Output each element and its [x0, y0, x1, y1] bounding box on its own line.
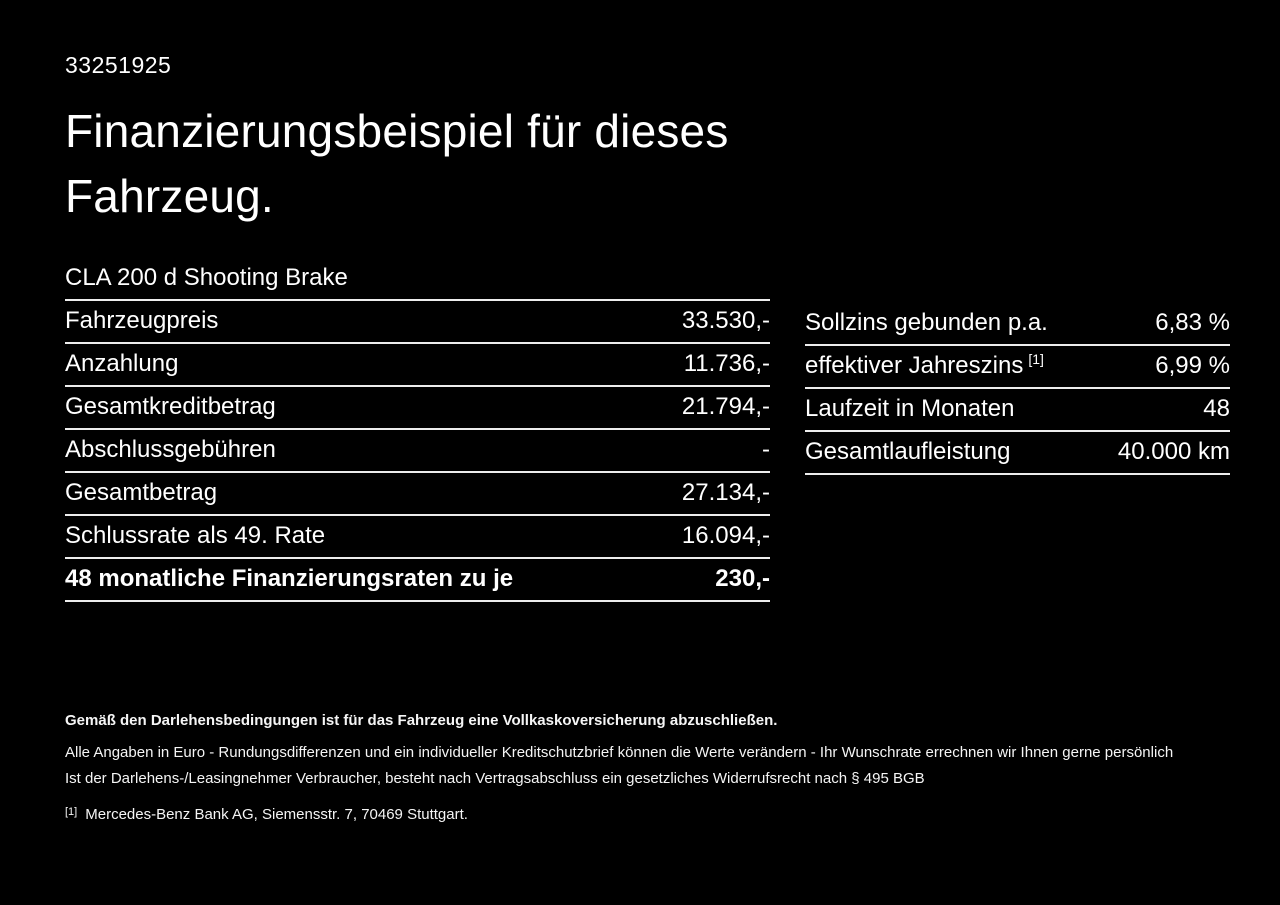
footnote-text: Mercedes-Benz Bank AG, Siemensstr. 7, 70…	[85, 805, 468, 823]
insurance-note: Gemäß den Darlehensbedingungen ist für d…	[65, 711, 778, 729]
row-label: Fahrzeugpreis	[65, 307, 219, 335]
table-row: Sollzins gebunden p.a. 6,83 %	[805, 303, 1230, 346]
row-label: 48 monatliche Finanzierungsraten zu je	[65, 565, 514, 593]
row-label: Gesamtkreditbetrag	[65, 393, 276, 421]
table-row: Anzahlung 11.736,-	[65, 344, 770, 387]
row-label: Anzahlung	[65, 350, 179, 378]
row-label: Sollzins gebunden p.a.	[805, 309, 1048, 337]
row-value: 40.000 km	[1117, 438, 1230, 466]
bank-footnote: [1] Mercedes-Benz Bank AG, Siemensstr. 7,…	[65, 804, 1230, 826]
row-value: 230,-	[715, 565, 770, 593]
financing-tables: CLA 200 d Shooting Brake Fahrzeugpreis 3…	[65, 258, 1230, 602]
row-label: Schlussrate als 49. Rate	[65, 522, 326, 550]
footnote-marker: [1]	[65, 805, 78, 818]
vehicle-model: CLA 200 d Shooting Brake	[65, 264, 348, 292]
row-label: Abschlussgebühren	[65, 436, 276, 464]
vehicle-model-row: CLA 200 d Shooting Brake	[65, 258, 770, 301]
row-value: 21.794,-	[681, 393, 770, 421]
fine-print: Gemäß den Darlehensbedingungen ist für d…	[65, 710, 1230, 826]
disclaimer-line: Alle Angaben in Euro - Rundungsdifferenz…	[65, 744, 1174, 762]
table-row: Schlussrate als 49. Rate 16.094,-	[65, 516, 770, 559]
row-value: 16.094,-	[681, 522, 770, 550]
table-row-monthly-rate: 48 monatliche Finanzierungsraten zu je 2…	[65, 559, 770, 602]
table-row: Gesamtkreditbetrag 21.794,-	[65, 387, 770, 430]
row-value: 6,99 %	[1155, 352, 1230, 380]
row-label: Laufzeit in Monaten	[805, 395, 1015, 423]
table-row: Fahrzeugpreis 33.530,-	[65, 301, 770, 344]
row-value: 48	[1203, 395, 1230, 423]
row-value: 11.736,-	[683, 350, 770, 378]
row-label: Gesamtbetrag	[65, 479, 218, 507]
table-row: Gesamtlaufleistung 40.000 km	[805, 432, 1230, 475]
page-title: Finanzierungsbeispiel für dieses Fahrzeu…	[65, 105, 729, 223]
row-value: 6,83 %	[1155, 309, 1230, 337]
footnote-ref-marker: [1]	[1028, 351, 1044, 368]
table-row: Gesamtbetrag 27.134,-	[65, 473, 770, 516]
row-value: -	[762, 436, 770, 464]
table-row: Abschlussgebühren -	[65, 430, 770, 473]
row-value: 27.134,-	[681, 479, 770, 507]
disclaimer-line: Ist der Darlehens-/Leasingnehmer Verbrau…	[65, 770, 925, 788]
row-label: Gesamtlaufleistung	[805, 438, 1011, 466]
row-value: 33.530,-	[681, 307, 770, 335]
table-row: effektiver Jahreszins [1] 6,99 %	[805, 346, 1230, 389]
row-label: effektiver Jahreszins [1]	[805, 351, 1044, 380]
financing-table-right: Sollzins gebunden p.a. 6,83 % effektiver…	[805, 303, 1230, 475]
vehicle-id: 33251925	[65, 52, 172, 78]
financing-table-left: CLA 200 d Shooting Brake Fahrzeugpreis 3…	[65, 258, 770, 602]
table-row: Laufzeit in Monaten 48	[805, 389, 1230, 432]
